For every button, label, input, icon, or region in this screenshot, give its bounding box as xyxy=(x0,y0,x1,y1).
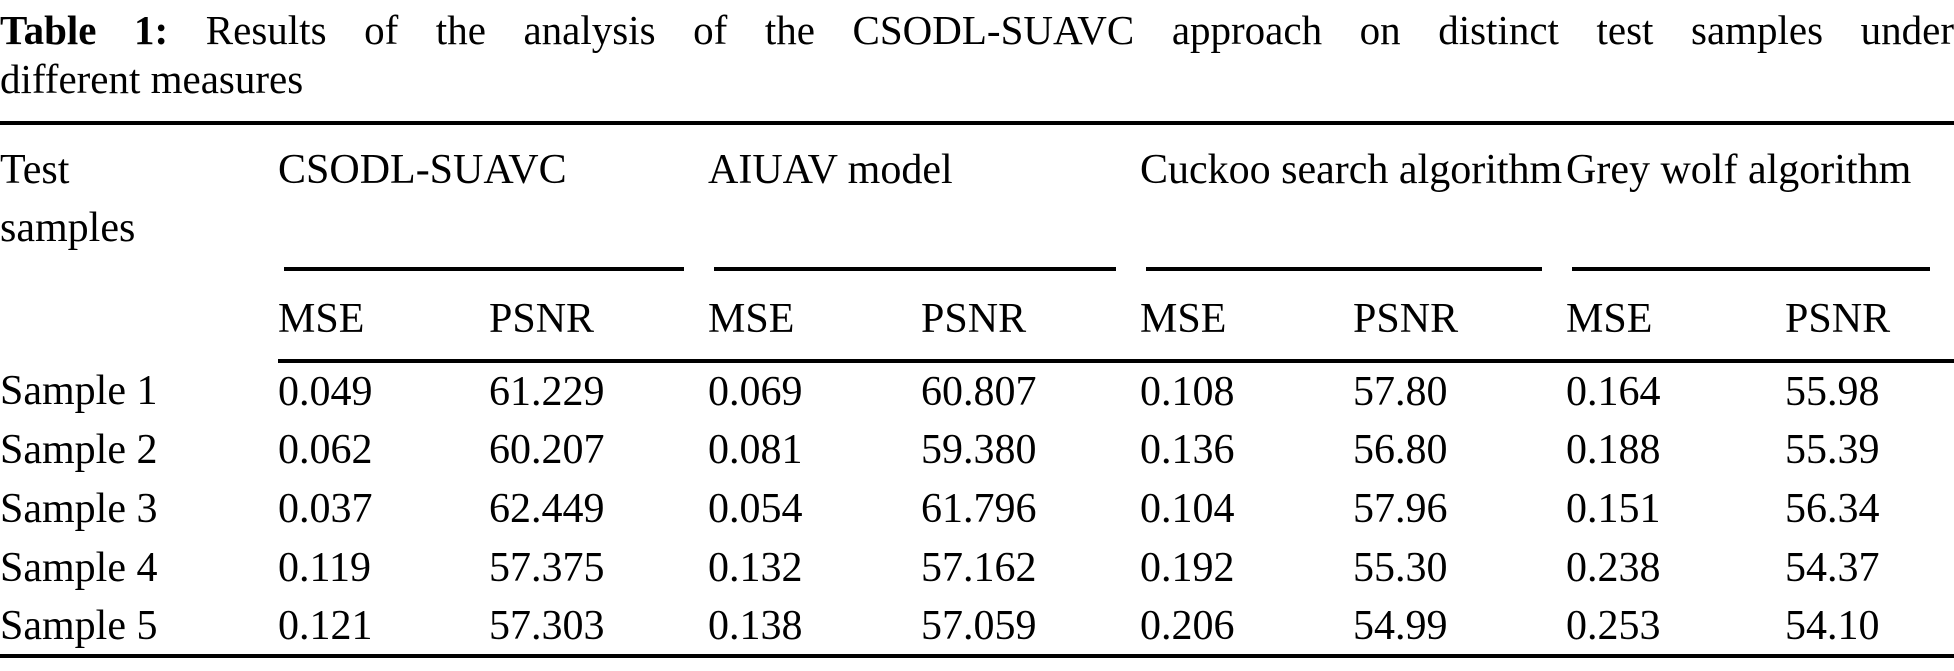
data-cell: 0.192 xyxy=(1140,544,1235,591)
row-header-label: Test samples xyxy=(0,147,136,251)
table-row: Sample 1 0.049 61.229 0.069 60.807 0.108… xyxy=(0,361,1954,420)
group-underline-cell xyxy=(278,259,708,279)
data-cell: 0.081 xyxy=(708,426,803,473)
data-cell: 56.80 xyxy=(1353,426,1448,473)
data-cell: 54.37 xyxy=(1785,544,1880,591)
data-cell: 0.188 xyxy=(1566,426,1661,473)
col-header-psnr-1: PSNR xyxy=(489,279,709,363)
group-underline-cell xyxy=(708,259,1140,279)
data-cell: 55.30 xyxy=(1353,544,1448,591)
table-row: Sample 3 0.037 62.449 0.054 61.796 0.104… xyxy=(0,479,1954,538)
data-cell: 60.807 xyxy=(921,368,1037,415)
data-cell: 0.138 xyxy=(708,602,803,649)
row-label: Sample 1 xyxy=(0,367,158,414)
data-cell: 57.80 xyxy=(1353,368,1448,415)
data-cell: 0.132 xyxy=(708,544,803,591)
caption-line-1: Table 1: Results of the analysis of the … xyxy=(0,6,1954,55)
data-cell: 0.119 xyxy=(278,544,371,591)
data-cell: 55.39 xyxy=(1785,426,1880,473)
col-header-psnr-4: PSNR xyxy=(1785,279,1954,363)
table-row: Sample 2 0.062 60.207 0.081 59.380 0.136… xyxy=(0,420,1954,479)
row-label: Sample 3 xyxy=(0,485,158,532)
group-header-aiuav-model: AIUAV model xyxy=(708,147,953,193)
data-cell: 0.054 xyxy=(708,485,803,532)
group-underline xyxy=(1572,267,1931,271)
col-header-mse-3: MSE xyxy=(1140,279,1354,363)
data-cell: 0.238 xyxy=(1566,544,1661,591)
data-cell: 61.229 xyxy=(489,368,605,415)
caption-line-2: different measures xyxy=(0,56,304,102)
row-header-test-samples: Test samples xyxy=(0,123,278,361)
caption-text: Results of the analysis of the CSODL-SUA… xyxy=(205,7,1954,53)
group-header-row: Test samples CSODL-SUAVC AIUAV model Cuc… xyxy=(0,123,1954,259)
data-cell: 60.207 xyxy=(489,426,605,473)
row-label: Sample 5 xyxy=(0,602,158,649)
data-cell: 57.059 xyxy=(921,602,1037,649)
row-label: Sample 4 xyxy=(0,544,158,591)
data-cell: 0.253 xyxy=(1566,602,1661,649)
group-underline xyxy=(284,267,685,271)
data-cell: 55.98 xyxy=(1785,368,1880,415)
data-cell: 0.108 xyxy=(1140,368,1235,415)
data-cell: 61.796 xyxy=(921,485,1037,532)
data-cell: 0.037 xyxy=(278,485,373,532)
data-cell: 57.96 xyxy=(1353,485,1448,532)
row-label: Sample 2 xyxy=(0,426,158,473)
col-header-mse-1: MSE xyxy=(278,279,489,363)
data-cell: 57.162 xyxy=(921,544,1037,591)
measure-header-row: MSE PSNR MSE PSNR MSE PSNR MSE PSNR xyxy=(0,279,1954,363)
group-header-grey-wolf: Grey wolf algorithm xyxy=(1566,147,1912,193)
data-cell: 0.151 xyxy=(1566,485,1661,532)
data-cell: 0.104 xyxy=(1140,485,1235,532)
group-underline xyxy=(714,267,1117,271)
data-cell: 62.449 xyxy=(489,485,605,532)
data-cell: 0.136 xyxy=(1140,426,1235,473)
data-cell: 0.164 xyxy=(1566,368,1661,415)
data-cell: 59.380 xyxy=(921,426,1037,473)
table-caption: Table 1: Results of the analysis of the … xyxy=(0,6,1954,104)
data-cell: 0.062 xyxy=(278,426,373,473)
col-header-mse-4: MSE xyxy=(1566,279,1786,363)
table-row: Sample 5 0.121 57.303 0.138 57.059 0.206… xyxy=(0,597,1954,656)
data-cell: 54.99 xyxy=(1353,602,1448,649)
data-cell: 0.121 xyxy=(278,602,373,649)
data-cell: 57.303 xyxy=(489,602,605,649)
data-cell: 54.10 xyxy=(1785,602,1880,649)
col-header-psnr-2: PSNR xyxy=(921,279,1141,363)
results-table: Test samples CSODL-SUAVC AIUAV model Cuc… xyxy=(0,121,1954,658)
group-header-cuckoo-search: Cuckoo search algo­rithm xyxy=(1140,147,1563,193)
group-underline-cell xyxy=(1566,259,1954,279)
group-header-csodl-suavc: CSODL-SUAVC xyxy=(278,147,567,193)
group-underline xyxy=(1146,267,1543,271)
group-underline-cell xyxy=(1140,259,1566,279)
data-cell: 56.34 xyxy=(1785,485,1880,532)
col-header-psnr-3: PSNR xyxy=(1353,279,1567,363)
col-header-mse-2: MSE xyxy=(708,279,922,363)
data-cell: 57.375 xyxy=(489,544,605,591)
table-row: Sample 4 0.119 57.375 0.132 57.162 0.192… xyxy=(0,538,1954,597)
data-cell: 0.206 xyxy=(1140,602,1235,649)
data-cell: 0.049 xyxy=(278,368,373,415)
caption-label: Table 1: xyxy=(0,7,169,53)
group-underline-row xyxy=(0,259,1954,279)
data-cell: 0.069 xyxy=(708,368,803,415)
